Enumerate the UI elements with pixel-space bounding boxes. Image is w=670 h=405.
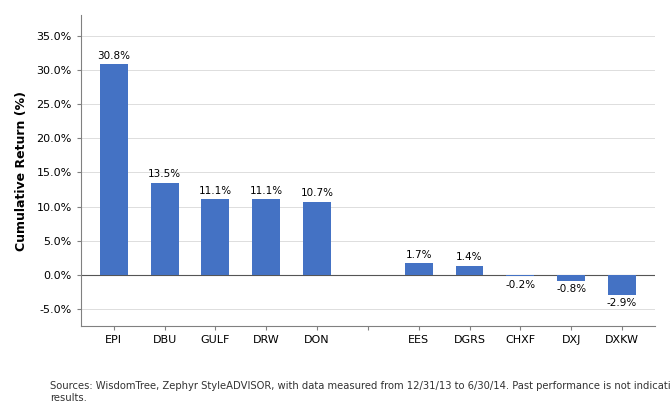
Text: -0.8%: -0.8% — [556, 284, 586, 294]
Bar — [151, 183, 179, 275]
Text: 13.5%: 13.5% — [148, 169, 181, 179]
Text: -0.2%: -0.2% — [505, 280, 535, 290]
Bar — [100, 64, 128, 275]
Text: 11.1%: 11.1% — [199, 186, 232, 196]
Text: -2.9%: -2.9% — [607, 298, 637, 308]
Bar — [456, 266, 484, 275]
Text: Sources: WisdomTree, Zephyr StyleADVISOR, with data measured from 12/31/13 to 6/: Sources: WisdomTree, Zephyr StyleADVISOR… — [50, 382, 670, 403]
Y-axis label: Cumulative Return (%): Cumulative Return (%) — [15, 91, 28, 251]
Bar — [303, 202, 331, 275]
Text: 10.7%: 10.7% — [301, 188, 334, 198]
Text: 30.8%: 30.8% — [97, 51, 130, 61]
Bar — [557, 275, 585, 281]
Bar — [202, 199, 229, 275]
Bar — [507, 275, 534, 277]
Text: 1.4%: 1.4% — [456, 252, 483, 262]
Bar — [608, 275, 636, 295]
Text: 11.1%: 11.1% — [250, 186, 283, 196]
Text: 1.7%: 1.7% — [405, 250, 432, 260]
Bar — [252, 199, 280, 275]
Bar — [405, 264, 433, 275]
